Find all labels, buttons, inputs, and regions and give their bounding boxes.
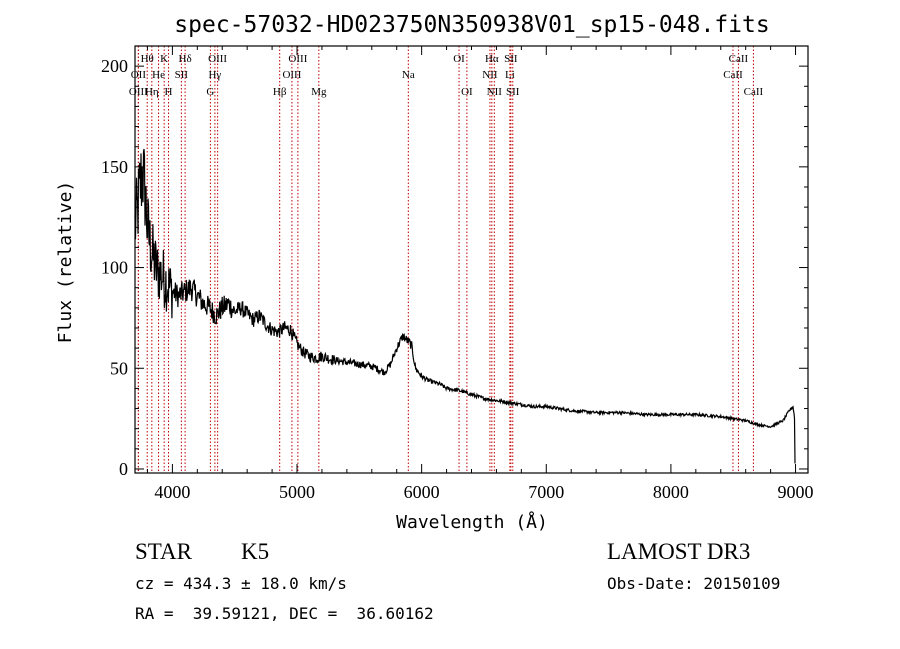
marker-label-27: CaII (744, 86, 764, 98)
marker-label-12: OIII (288, 53, 307, 65)
marker-label-25: CaII (729, 53, 749, 65)
marker-label-23: Li (505, 69, 515, 81)
marker-label-7: SII (175, 69, 189, 81)
marker-label-3: K (160, 53, 168, 65)
x-tick-label: 9000 (778, 482, 814, 502)
marker-label-5: Hη (145, 86, 159, 98)
spectrum-line (134, 148, 796, 464)
y-tick-label: 100 (101, 258, 128, 278)
y-axis-label: Flux (relative) (55, 181, 76, 344)
marker-label-14: Hβ (273, 86, 287, 98)
marker-label-17: OI (453, 53, 465, 65)
x-tick-label: 7000 (528, 482, 564, 502)
plot-frame (134, 45, 809, 474)
marker-label-22: SII (504, 53, 518, 65)
marker-label-13: OIII (282, 69, 301, 81)
marker-label-9: OIII (208, 53, 227, 65)
marker-label-16: Na (402, 69, 415, 81)
survey-name: LAMOST DR3 (607, 539, 751, 564)
marker-label-11: G (206, 86, 214, 98)
marker-label-8: H (165, 86, 173, 98)
marker-label-4: He (152, 69, 165, 81)
x-axis: 4000 5000 6000 7000 8000 9000 (146, 46, 814, 502)
x-tick-label: 6000 (404, 482, 440, 502)
marker-label-18: OI (461, 86, 473, 98)
object-class: STAR (135, 539, 192, 564)
observation-date: Obs-Date: 20150109 (607, 574, 781, 593)
marker-label-26: CaII (723, 69, 743, 81)
x-tick-label: 4000 (154, 482, 190, 502)
ra-dec: RA = 39.59121, DEC = 36.60162 (135, 604, 434, 623)
marker-label-15: Mg (311, 86, 327, 98)
marker-label-1: OII (131, 69, 147, 81)
emission-line-markers (137, 46, 754, 473)
marker-label-24: SII (506, 86, 520, 98)
x-tick-label: 5000 (279, 482, 315, 502)
x-axis-label: Wavelength (Å) (396, 511, 548, 533)
y-tick-label: 0 (119, 459, 128, 479)
chart-title: spec-57032-HD023750N350938V01_sp15-048.f… (174, 12, 769, 38)
object-subclass: K5 (241, 539, 270, 564)
marker-label-21: NII (487, 86, 503, 98)
y-axis: 0 50 100 150 200 (101, 56, 808, 479)
marker-label-19: Hα (485, 53, 499, 65)
y-tick-label: 200 (101, 56, 128, 76)
marker-label-6: Hδ (179, 53, 192, 65)
marker-label-0: Hθ (141, 53, 154, 65)
x-tick-label: 8000 (653, 482, 689, 502)
marker-label-10: Hγ (208, 69, 221, 81)
y-tick-label: 50 (110, 358, 128, 378)
redshift-cz: cz = 434.3 ± 18.0 km/s (135, 574, 347, 593)
marker-label-2: OIII (129, 86, 148, 98)
marker-label-20: NII (482, 69, 498, 81)
y-tick-label: 150 (101, 157, 128, 177)
